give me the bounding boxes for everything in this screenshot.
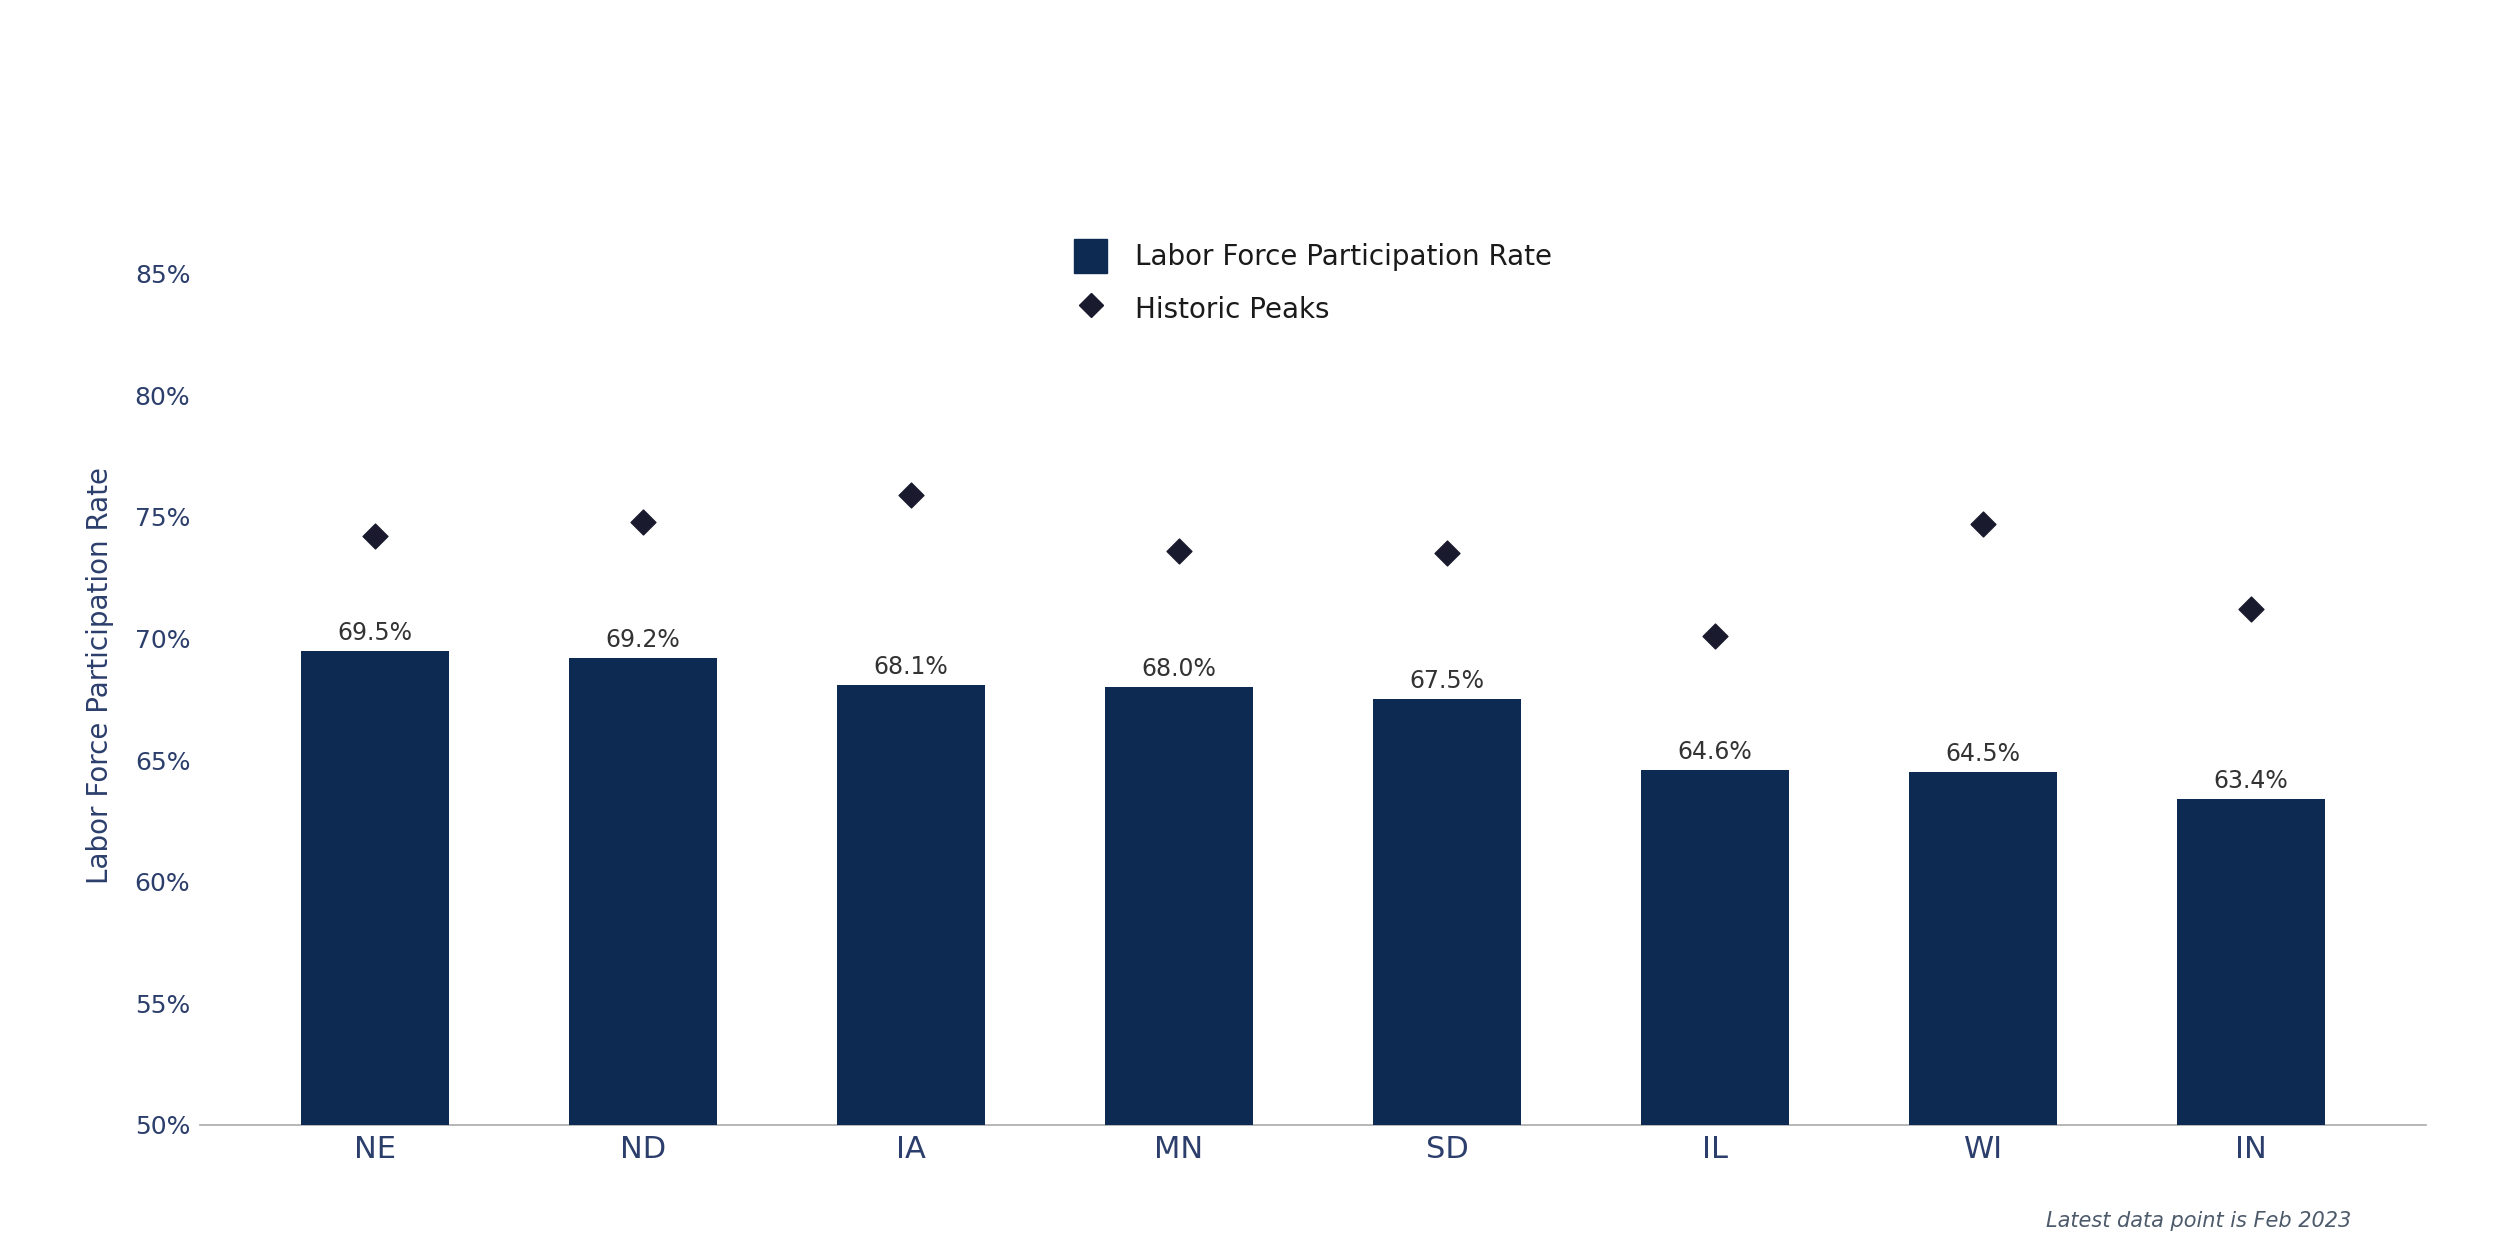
Bar xyxy=(1641,770,1788,1125)
Point xyxy=(1696,626,1736,646)
Legend: Labor Force Participation Rate, Historic Peaks: Labor Force Participation Rate, Historic… xyxy=(1073,239,1553,326)
Y-axis label: Labor Force Participation Rate: Labor Force Participation Rate xyxy=(85,466,115,884)
Text: 63.4%: 63.4% xyxy=(2213,769,2288,792)
Text: 64.5%: 64.5% xyxy=(1946,742,2021,766)
Point xyxy=(623,511,663,531)
Text: 69.5%: 69.5% xyxy=(338,620,413,645)
Point xyxy=(1963,514,2003,534)
Point xyxy=(1158,541,1198,561)
Bar xyxy=(2178,799,2326,1125)
Point xyxy=(890,485,930,505)
Point xyxy=(1428,544,1468,564)
Bar xyxy=(838,685,985,1125)
Point xyxy=(355,526,395,546)
Text: 64.6%: 64.6% xyxy=(1678,740,1753,764)
Bar xyxy=(1908,772,2056,1125)
Text: 68.0%: 68.0% xyxy=(1140,658,1215,681)
Bar xyxy=(1373,699,1521,1125)
Text: 69.2%: 69.2% xyxy=(605,628,680,652)
Point xyxy=(2231,599,2271,619)
Bar xyxy=(300,651,448,1125)
Text: Latest data point is Feb 2023: Latest data point is Feb 2023 xyxy=(2046,1211,2351,1231)
Text: 68.1%: 68.1% xyxy=(873,655,948,679)
Bar xyxy=(1105,688,1253,1125)
Bar xyxy=(570,658,718,1125)
Text: 67.5%: 67.5% xyxy=(1411,669,1486,694)
